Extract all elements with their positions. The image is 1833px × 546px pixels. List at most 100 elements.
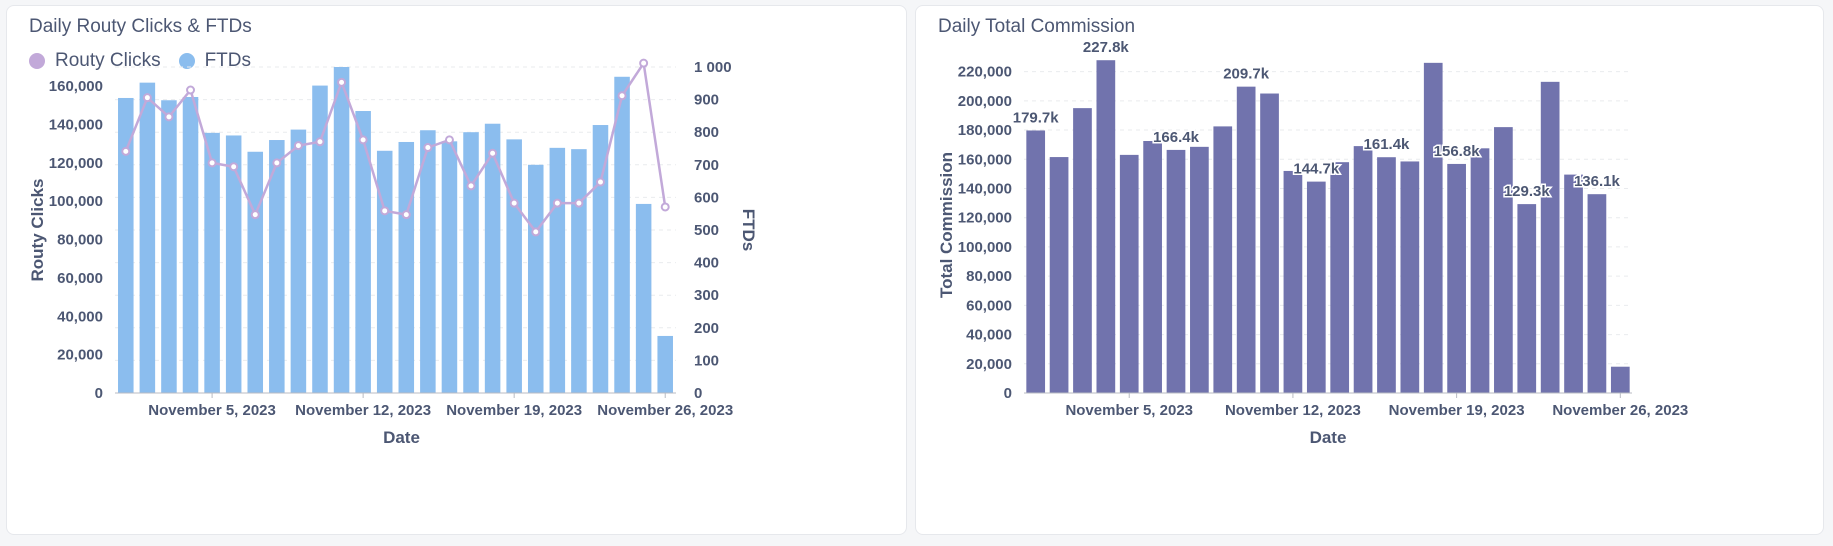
y2-axis-title: FTDs (739, 209, 758, 252)
commission-bar (1564, 174, 1583, 393)
ftd-bar (333, 67, 350, 393)
routy-clicks-point (574, 198, 584, 208)
commission-bar (1190, 146, 1209, 393)
x-tick-label: November 12, 2023 (1225, 402, 1361, 419)
routy-clicks-point (423, 143, 433, 153)
commission-bar (1119, 154, 1139, 393)
ftd-bar (484, 123, 501, 393)
ftd-bar (420, 130, 436, 393)
legend-item-routy-clicks[interactable]: Routy Clicks (29, 50, 161, 72)
routy-clicks-point (272, 158, 282, 168)
ftd-bar (463, 132, 479, 393)
x-tick-label: November 5, 2023 (1065, 402, 1193, 419)
ftd-bar (635, 203, 652, 393)
y-tick-label: 80,000 (966, 268, 1012, 285)
ftd-bar (182, 96, 199, 393)
ftd-bar (204, 132, 220, 393)
commission-bar (1400, 161, 1420, 393)
bar-data-label: 166.4k (1153, 129, 1200, 146)
routy-clicks-point (315, 137, 325, 147)
y-tick-label: 160,000 (958, 151, 1012, 168)
legend-dot-routy-clicks (29, 53, 45, 69)
ftd-bar (571, 149, 587, 393)
commission-bar (1470, 148, 1490, 393)
y-tick-label: 60,000 (966, 297, 1012, 314)
bar-data-label: 179.7k (1013, 109, 1060, 126)
ftd-bar (161, 100, 177, 393)
commission-card: Daily Total Commission 0 20,000 40,000 60,0… (915, 5, 1824, 535)
y2-tick-label: 600 (694, 189, 719, 206)
y-tick-label: 20,000 (57, 347, 103, 364)
bar-data-label: 209.7k (1223, 66, 1270, 83)
y-tick-label: 160,000 (49, 78, 103, 95)
routy-clicks-point (164, 112, 174, 122)
y2-tick-label: 0 (694, 385, 702, 402)
commission-bar (1587, 194, 1607, 393)
routy-clicks-point (639, 58, 649, 68)
commission-bar (1236, 86, 1256, 394)
y2-tick-label: 800 (694, 124, 719, 141)
x-tick-label: November 12, 2023 (295, 402, 431, 419)
y-tick-label: 120,000 (958, 210, 1012, 227)
routy-clicks-point (552, 198, 562, 208)
commission-bar (1213, 126, 1233, 394)
legend-label-ftds: FTDs (204, 50, 252, 71)
ftd-bar (614, 76, 630, 393)
ftd-bar (269, 140, 285, 393)
y-tick-label: 200,000 (958, 93, 1012, 110)
routy-clicks-point (595, 177, 605, 187)
ftd-bar (527, 164, 544, 393)
commission-bar (1049, 157, 1069, 393)
commission-bar (1540, 81, 1560, 394)
legend-label-routy-clicks: Routy Clicks (55, 50, 161, 71)
routy-clicks-point (337, 77, 347, 87)
y-tick-label: 220,000 (958, 64, 1012, 81)
y-tick-label: 20,000 (966, 356, 1012, 373)
x-axis-title: Date (1310, 428, 1347, 447)
commission-bar (1260, 93, 1279, 394)
routy-clicks-point (488, 148, 498, 158)
y-tick-label: 120,000 (49, 155, 103, 172)
y-tick-label: 140,000 (49, 117, 103, 134)
commission-bar (1073, 108, 1092, 393)
ftd-bar (247, 151, 264, 393)
chart2-plot: 0 20,000 40,000 60,000 80,000 100,000 120,000 1… (937, 38, 1688, 447)
commission-bar (1283, 170, 1303, 393)
y-tick-label: 100,000 (958, 239, 1012, 256)
ftd-bar (290, 129, 307, 393)
bar-data-label: 144.7k (1293, 161, 1340, 178)
routy-clicks-point (444, 135, 454, 145)
bar-data-label: 161.4k (1364, 136, 1411, 153)
y-axis-title: Routy Clicks (28, 179, 47, 282)
commission-bar (1610, 366, 1630, 393)
bar-data-label: 136.1k (1574, 173, 1621, 190)
routy-clicks-point (358, 135, 368, 145)
routy-clicks-point (207, 158, 217, 168)
y2-tick-label: 1 000 (694, 59, 732, 76)
commission-bar (1353, 146, 1373, 393)
y-tick-label: 0 (95, 385, 103, 402)
routy-clicks-point (466, 181, 476, 191)
commission-bar (1494, 127, 1513, 394)
y2-tick-label: 100 (694, 352, 719, 369)
y2-tick-label: 700 (694, 157, 719, 174)
routy-clicks-point (660, 202, 670, 212)
ftd-bar (549, 147, 566, 393)
ftd-bar (376, 150, 393, 393)
y2-tick-label: 300 (694, 287, 719, 304)
bar-data-label: 156.8k (1434, 143, 1481, 160)
legend-item-ftds[interactable]: FTDs (178, 50, 252, 72)
commission-bar (1143, 141, 1162, 393)
y-axis-title: Total Commission (937, 152, 956, 298)
routy-clicks-point (229, 162, 239, 172)
x-tick-label: November 19, 2023 (446, 402, 582, 419)
ftd-bar (441, 141, 458, 393)
routy-clicks-point (142, 93, 152, 103)
commission-bar (1377, 157, 1396, 393)
legend-dot-ftds (178, 53, 195, 69)
y-tick-label: 180,000 (958, 122, 1012, 139)
routy-clicks-point (531, 227, 541, 237)
x-axis-title: Date (383, 428, 420, 447)
y-tick-label: 140,000 (958, 180, 1012, 197)
routy-clicks-point (293, 141, 303, 151)
